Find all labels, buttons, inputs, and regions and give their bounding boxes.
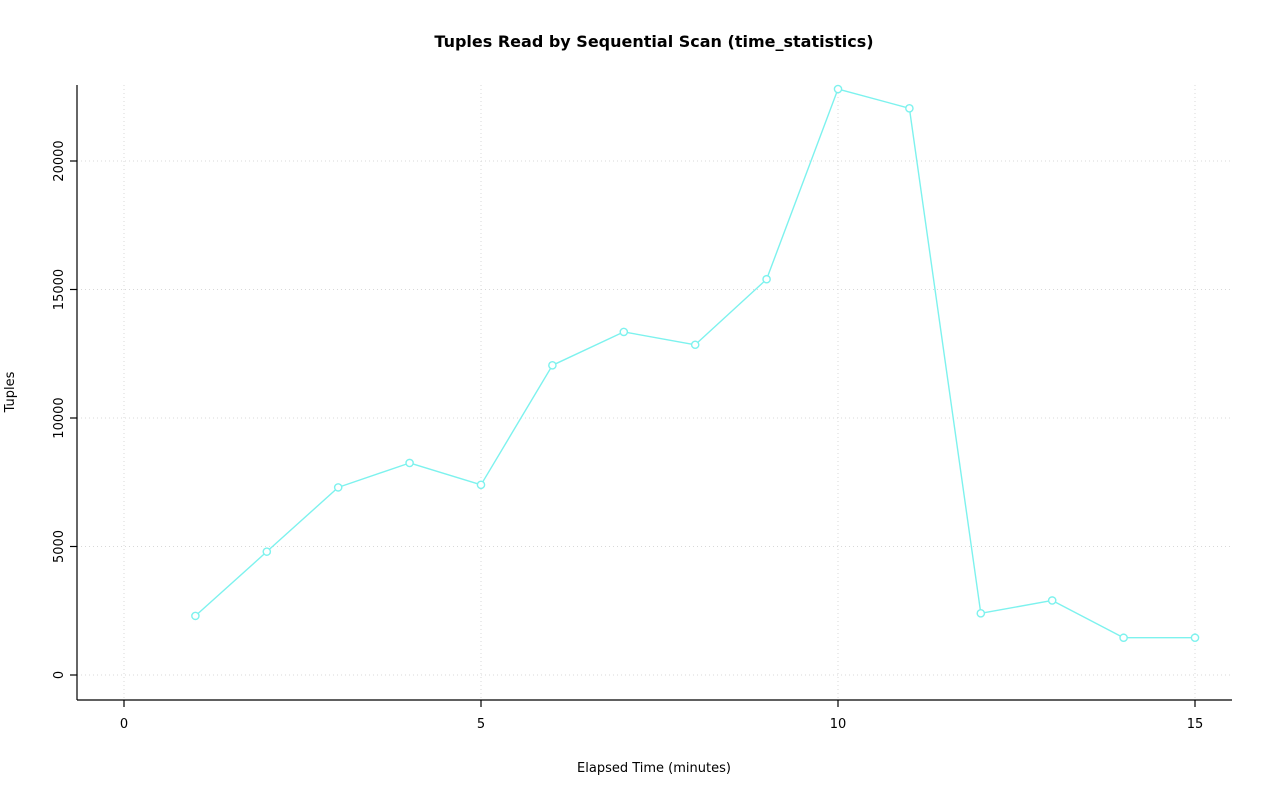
data-point-marker — [690, 340, 700, 350]
data-point-marker — [191, 611, 200, 621]
data-point-marker — [476, 480, 486, 490]
data-point-marker — [405, 458, 414, 468]
y-tick-label: 0 — [52, 671, 67, 679]
x-tick-label: 15 — [1187, 717, 1204, 732]
data-point-marker — [333, 483, 343, 492]
y-axis-label: Tuples — [3, 371, 18, 413]
data-point-marker — [762, 274, 771, 284]
y-tick-label: 5000 — [52, 530, 67, 563]
data-point-marker — [976, 609, 986, 618]
series-line — [194, 88, 1195, 639]
x-tick-label: 0 — [120, 717, 128, 732]
y-tick-label: 10000 — [52, 397, 67, 438]
gridlines — [77, 85, 1232, 700]
data-point-marker — [833, 84, 843, 94]
y-tick-label: 15000 — [52, 269, 67, 310]
data-point-marker — [262, 547, 272, 556]
tick-labels: 0 5 10 15 0 5000 10000 15000 20000 — [52, 140, 1203, 732]
data-point-marker — [905, 104, 914, 113]
x-tick-label: 5 — [477, 717, 485, 732]
data-point-marker — [1047, 596, 1057, 605]
y-tick-label: 20000 — [52, 140, 67, 181]
data-series — [191, 84, 1200, 643]
chart-title: Tuples Read by Sequential Scan (time_sta… — [434, 32, 873, 51]
data-point-marker — [1190, 633, 1200, 643]
axes — [70, 85, 1232, 707]
x-tick-label: 10 — [830, 717, 847, 732]
data-point-marker — [619, 327, 629, 337]
data-point-marker — [1119, 633, 1128, 643]
x-axis-label: Elapsed Time (minutes) — [577, 761, 731, 776]
data-point-marker — [548, 361, 557, 370]
